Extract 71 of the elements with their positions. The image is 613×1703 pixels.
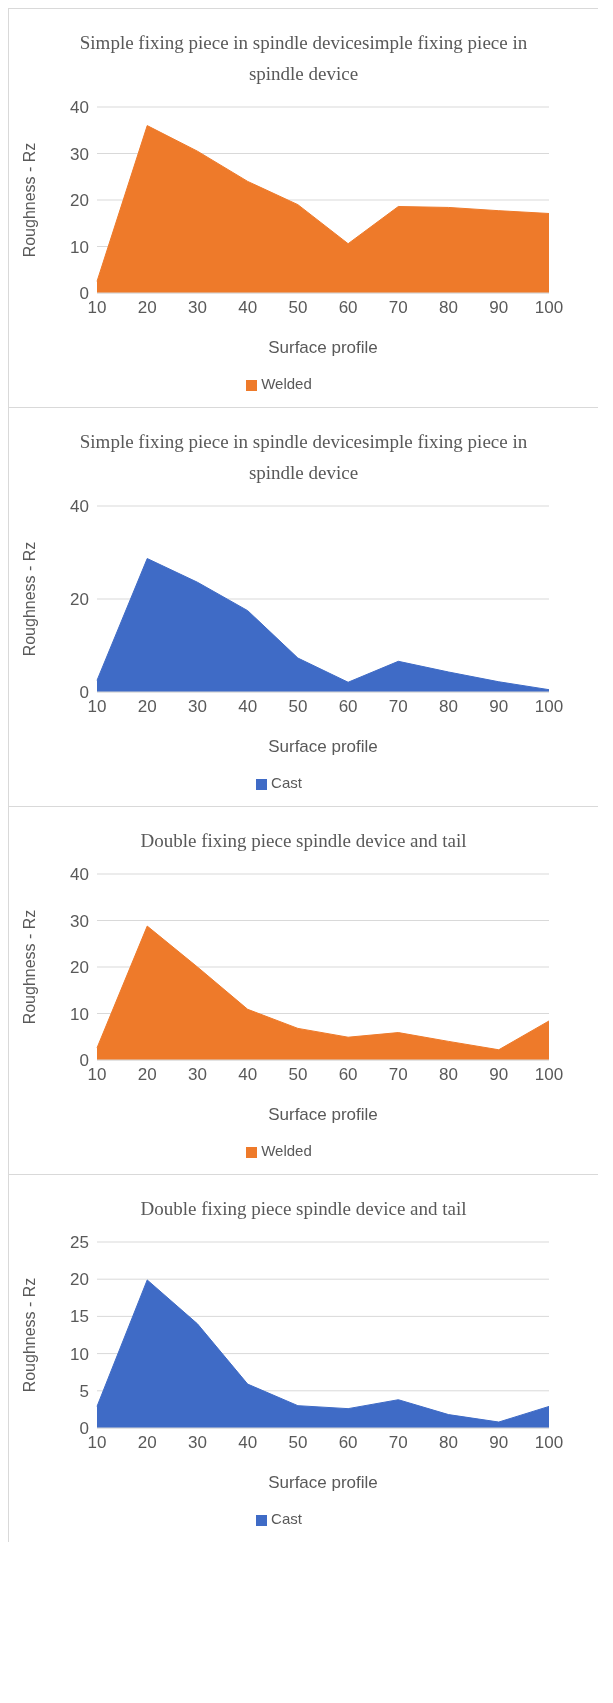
x-tick-label: 100 — [534, 1433, 564, 1453]
y-axis-title: Roughness - Rz — [20, 1277, 38, 1393]
y-tick-label: 40 — [70, 497, 89, 517]
legend-label: Welded — [261, 1142, 312, 1159]
x-tick-label: 40 — [238, 1433, 258, 1453]
chart-title: Simple fixing piece in spindle devicesimple fixing piece in spindle device — [78, 31, 529, 86]
x-tick-label: 70 — [388, 1433, 408, 1453]
x-tick-label: 80 — [439, 1065, 459, 1085]
x-axis-title: Surface profile — [268, 737, 378, 756]
y-tick-label: 10 — [70, 237, 89, 257]
y-tick-label: 0 — [79, 683, 89, 703]
x-tick-label: 60 — [338, 697, 358, 717]
x-tick-label: 40 — [238, 298, 258, 318]
x-tick-label: 50 — [288, 298, 308, 318]
x-tick-label: 50 — [288, 1433, 308, 1453]
y-axis-title: Roughness - Rz — [20, 142, 38, 258]
x-tick-label: 80 — [439, 298, 459, 318]
y-tick-label: 10 — [70, 1004, 89, 1024]
x-tick-label: 100 — [534, 298, 564, 318]
x-tick-label: 30 — [187, 697, 207, 717]
y-tick-label: 25 — [70, 1233, 89, 1253]
y-tick-label: 15 — [70, 1307, 89, 1327]
x-tick-label: 40 — [238, 697, 258, 717]
x-tick-label: 60 — [338, 1433, 358, 1453]
x-tick-label: 30 — [187, 298, 207, 318]
x-tick-label: 60 — [338, 1065, 358, 1085]
x-tick-label: 70 — [388, 298, 408, 318]
x-tick-label: 40 — [238, 1065, 258, 1085]
chart-title: Simple fixing piece in spindle devicesimple fixing piece in spindle device — [78, 430, 529, 485]
y-tick-label: 20 — [70, 1270, 89, 1290]
y-tick-label: 20 — [70, 958, 89, 978]
legend-label: Welded — [261, 375, 312, 392]
x-axis-title: Surface profile — [268, 338, 378, 357]
y-tick-label: 0 — [79, 284, 89, 304]
x-tick-label: 90 — [489, 1433, 509, 1453]
legend-label: Cast — [271, 774, 302, 791]
x-tick-label: 20 — [137, 298, 157, 318]
y-tick-label: 5 — [79, 1381, 89, 1401]
x-tick-label: 80 — [439, 1433, 459, 1453]
x-tick-label: 20 — [137, 1065, 157, 1085]
y-tick-label: 30 — [70, 911, 89, 931]
x-tick-label: 90 — [489, 298, 509, 318]
x-tick-label: 60 — [338, 298, 358, 318]
x-tick-label: 30 — [187, 1065, 207, 1085]
x-axis-title: Surface profile — [268, 1105, 378, 1124]
x-tick-label: 20 — [137, 1433, 157, 1453]
y-tick-label: 0 — [79, 1051, 89, 1071]
x-tick-label: 70 — [388, 1065, 408, 1085]
chart-title: Double fixing piece spindle device and tail — [139, 829, 468, 853]
y-tick-label: 20 — [70, 191, 89, 211]
x-tick-label: 80 — [439, 697, 459, 717]
x-tick-label: 20 — [137, 697, 157, 717]
x-tick-label: 100 — [534, 1065, 564, 1085]
x-tick-label: 70 — [388, 697, 408, 717]
y-tick-label: 40 — [70, 865, 89, 885]
y-axis-title: Roughness - Rz — [20, 909, 38, 1025]
x-tick-label: 100 — [534, 697, 564, 717]
x-tick-label: 50 — [288, 1065, 308, 1085]
y-tick-label: 0 — [79, 1419, 89, 1439]
y-tick-label: 30 — [70, 144, 89, 164]
y-axis-title: Roughness - Rz — [20, 541, 38, 657]
y-tick-label: 10 — [70, 1344, 89, 1364]
chart-title: Double fixing piece spindle device and tail — [139, 1197, 468, 1221]
x-axis-title: Surface profile — [268, 1473, 378, 1492]
x-tick-label: 90 — [489, 697, 509, 717]
x-tick-label: 90 — [489, 1065, 509, 1085]
y-tick-label: 40 — [70, 98, 89, 118]
y-tick-label: 20 — [70, 590, 89, 610]
legend-label: Cast — [271, 1510, 302, 1527]
x-tick-label: 30 — [187, 1433, 207, 1453]
x-tick-label: 50 — [288, 697, 308, 717]
